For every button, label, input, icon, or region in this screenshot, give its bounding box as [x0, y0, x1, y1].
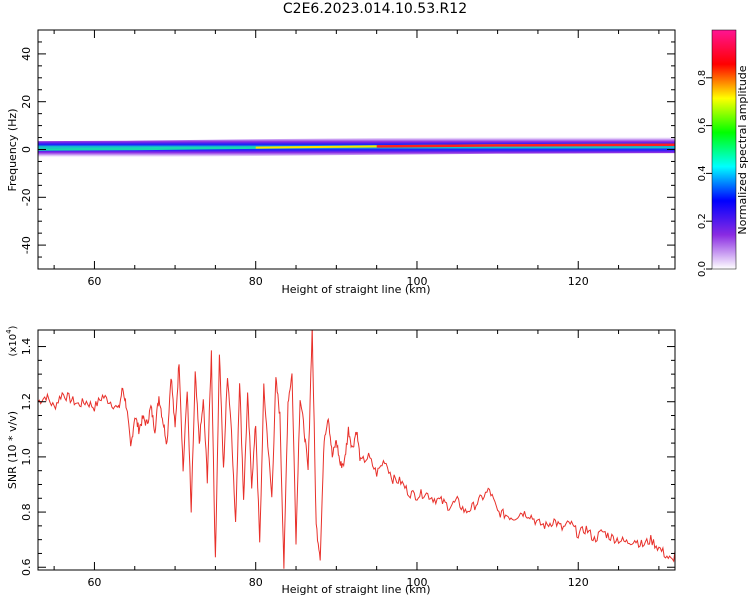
svg-text:(x104): (x104) [5, 325, 19, 356]
snr-series-line [38, 330, 675, 569]
spectrogram-ridge-yellow [255, 145, 377, 149]
spectrogram-x-ticks: 60 80 100 120 [53, 30, 660, 288]
snr-y-unit-exp: 4 [5, 329, 13, 334]
colorbar-ticks: 0.0 0.2 0.4 0.6 0.8 [697, 70, 712, 277]
spectrogram-x-tick-label: 100 [406, 275, 427, 288]
colorbar-tick-label: 0.8 [697, 70, 708, 86]
colorbar: 0.0 0.2 0.4 0.6 0.8 Normalized spectral ampl… [697, 29, 749, 277]
spectrogram-y-tick-label: 20 [20, 95, 33, 109]
spectrogram-y-label: Frequency (Hz) [6, 109, 19, 192]
snr-y-unit-base: (x10 [8, 334, 19, 357]
spectrogram-x-tick-label: 120 [568, 275, 589, 288]
spectrogram-x-label: Height of straight line (km) [281, 283, 430, 296]
snr-x-tick-label: 100 [406, 576, 427, 589]
snr-y-unit: (x104) [5, 325, 19, 356]
spectrogram-band [38, 136, 675, 158]
spectrogram-x-tick-label: 80 [249, 275, 263, 288]
spectrogram-x-tick-label: 60 [87, 275, 101, 288]
spectrogram-y-tick-label: 0 [20, 146, 33, 153]
spectrogram-y-tick-label: -40 [20, 236, 33, 254]
snr-y-tick-label: 1.2 [20, 393, 33, 411]
spectrogram-y-tick-label: 40 [20, 47, 33, 61]
colorbar-tick-label: 0.2 [697, 213, 708, 229]
colorbar-gradient-bar [711, 29, 737, 270]
snr-y-ticks: 0.6 0.8 1.0 1.2 1.4 [20, 338, 675, 576]
snr-y-tick-label: 0.8 [20, 503, 33, 521]
snr-x-tick-label: 60 [87, 576, 101, 589]
spectrogram-panel: 60 80 100 120 -40 -20 0 20 40 Height of straigh… [6, 29, 676, 296]
spectrogram-y-tick-label: -20 [20, 188, 33, 206]
snr-y-tick-label: 0.6 [20, 558, 33, 576]
colorbar-tick-label: 0.4 [697, 165, 708, 181]
colorbar-tick-label: 0.6 [697, 118, 708, 134]
chart-title: C2E6.2023.014.10.53.R12 [282, 1, 468, 17]
snr-y-tick-label: 1.0 [20, 448, 33, 466]
colorbar-label: Normalized spectral amplitude [736, 65, 749, 234]
spectrogram-ridge-red [376, 143, 675, 148]
snr-y-label: SNR (10 * v/v) [6, 411, 19, 489]
snr-y-tick-label: 1.4 [20, 338, 33, 356]
snr-x-ticks: 60 80 100 120 [53, 330, 660, 589]
snr-panel: 60 80 100 120 0.6 0.8 1.0 1.2 1.4 Height of str… [5, 325, 676, 596]
colorbar-tick-label: 0.0 [697, 261, 708, 277]
snr-x-tick-label: 120 [568, 576, 589, 589]
snr-x-label: Height of straight line (km) [281, 583, 430, 596]
snr-x-tick-label: 80 [249, 576, 263, 589]
spectrogram-y-ticks: -40 -20 0 20 40 [20, 41, 675, 258]
snr-frame [37, 329, 676, 571]
